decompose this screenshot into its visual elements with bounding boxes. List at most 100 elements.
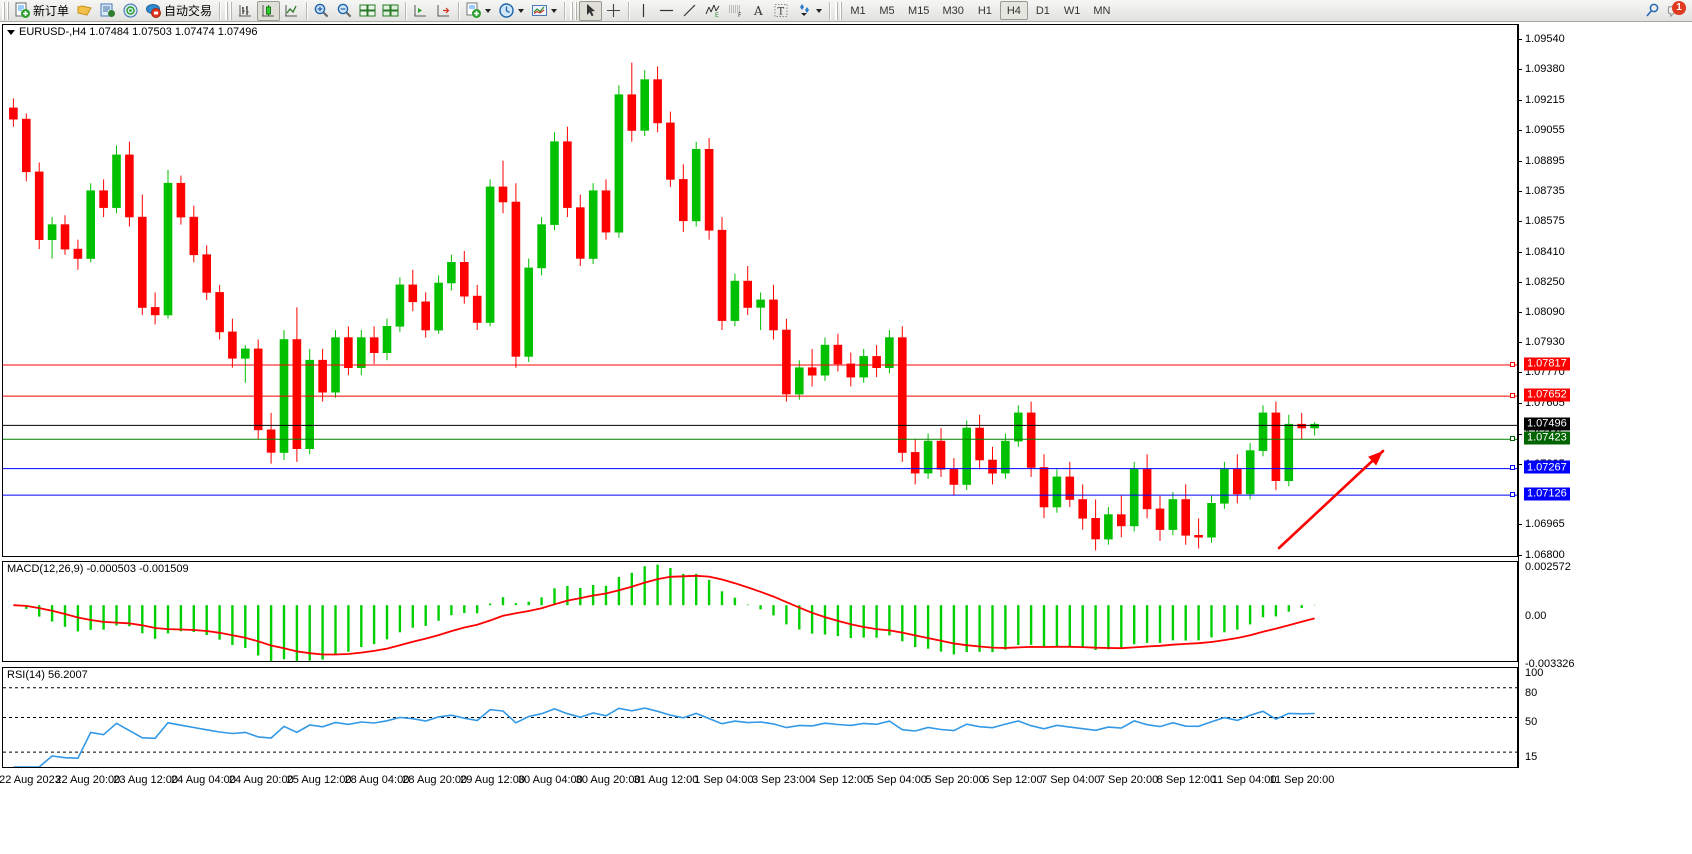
auto-scroll-button[interactable] (432, 1, 455, 21)
toolbar-separator (219, 1, 221, 20)
price-tick (1518, 342, 1522, 344)
macd-tick-label: 0.002572 (1525, 561, 1571, 573)
bar-chart-button[interactable] (234, 1, 257, 21)
vertical-line-button[interactable] (632, 1, 655, 21)
rsi-pane[interactable]: RSI(14) 56.2007 (2, 667, 1518, 768)
notification-badge: 1 (1672, 0, 1686, 15)
tile-windows-icon (359, 4, 376, 17)
timeframe-button-m5[interactable]: M5 (879, 4, 895, 17)
add-indicator-icon (466, 2, 482, 18)
text-label-button[interactable]: T (770, 1, 793, 21)
autotrading-icon (146, 4, 162, 18)
price-tick (1518, 523, 1522, 525)
toolbar-grip-2[interactable] (225, 1, 233, 20)
timeframe-button-h4[interactable]: H4 (999, 1, 1028, 20)
line-chart-button[interactable] (280, 1, 303, 21)
time-tick-label: 30 Aug 04:00 (517, 774, 583, 786)
time-tick-label: 6 Sep 12:00 (983, 774, 1043, 786)
notification-button[interactable]: 1 (1664, 0, 1686, 21)
elliott-wave-button[interactable]: E (701, 1, 724, 21)
chart-workspace[interactable]: EURUSD-,H4 1.07484 1.07503 1.07474 1.074… (0, 22, 1692, 854)
price-level-label-resistance[interactable]: 1.07817 (1524, 357, 1570, 370)
crosshair-button[interactable] (602, 1, 625, 21)
cursor-button[interactable] (579, 0, 603, 21)
tile-windows-button-2[interactable] (379, 1, 402, 21)
autotrading-button[interactable]: 自动交易 (142, 1, 216, 21)
folder-icon (77, 5, 92, 16)
add-indicator-button[interactable] (462, 1, 495, 21)
fibonacci-icon: F (729, 5, 742, 19)
price-tick (1518, 463, 1522, 465)
timeframe-button-h1[interactable]: H1 (977, 4, 992, 17)
candlestick-chart (3, 62, 1517, 551)
chevron-down-icon-3[interactable] (551, 8, 558, 13)
auto-scroll-icon (437, 5, 450, 17)
collapse-caret-icon[interactable] (7, 29, 15, 35)
period-button[interactable] (495, 1, 528, 21)
time-tick-label: 1 Sep 04:00 (694, 774, 754, 786)
objects-button[interactable] (793, 1, 826, 21)
toolbar-separator-5 (564, 1, 566, 20)
time-tick-label: 5 Sep 04:00 (867, 774, 927, 786)
toolbar-separator-2 (306, 1, 308, 20)
time-axis: 22 Aug 2023 22 Aug 20:00 23 Aug 12:00 24 Au… (0, 770, 1518, 790)
toolbar-grip[interactable] (2, 1, 9, 20)
symbol-header: EURUSD-,H4 1.07484 1.07503 1.07474 1.074… (7, 26, 258, 38)
search-button[interactable] (1641, 1, 1664, 21)
price-level-label-resistance[interactable]: 1.07652 (1524, 388, 1570, 402)
price-level-label-support[interactable]: 1.07423 (1524, 431, 1570, 445)
chevron-down-icon-4[interactable] (816, 8, 823, 13)
chevron-down-icon-2[interactable] (518, 8, 525, 13)
price-axis-line (1518, 24, 1519, 768)
trendline-button[interactable] (678, 1, 701, 21)
cursor-arrow-icon (587, 4, 596, 17)
zoom-out-button[interactable] (333, 1, 356, 21)
new-order-button[interactable]: 新订单 (11, 1, 73, 21)
zoom-in-button[interactable] (310, 1, 333, 21)
price-level-label-current-price[interactable]: 1.07496 (1524, 417, 1570, 431)
charts-button[interactable] (73, 1, 96, 21)
toolbar-grip-4[interactable] (835, 1, 843, 20)
tile-windows-button[interactable] (356, 1, 379, 21)
price-level-label-target[interactable]: 1.07267 (1524, 460, 1570, 474)
timeframe-button-m15[interactable]: M15 (908, 4, 930, 17)
toolbar-separator-4 (458, 1, 460, 20)
level-handle[interactable] (1510, 361, 1515, 367)
price-tick-label: 1.08250 (1525, 275, 1565, 288)
level-handle[interactable] (1510, 491, 1515, 497)
text-icon: A (753, 4, 763, 18)
price-level-label-target[interactable]: 1.07126 (1524, 487, 1570, 501)
macd-pane[interactable]: MACD(12,26,9) -0.000503 -0.001509 (2, 561, 1518, 662)
time-tick-label: 23 Aug 12:00 (113, 774, 179, 786)
chevron-down-icon[interactable] (485, 8, 492, 13)
toolbar-grip-3[interactable] (570, 1, 578, 20)
navigator-button[interactable] (119, 1, 142, 21)
fibonacci-button[interactable]: F (724, 1, 747, 21)
price-scale[interactable]: 1.09540 1.09380 1.09215 1.09055 1.08895 1.087… (1510, 24, 1690, 768)
timeframe-button-mn[interactable]: MN (1093, 4, 1111, 17)
chart-shift-button[interactable] (409, 1, 432, 21)
svg-text:T: T (778, 7, 785, 18)
macd-chart (13, 564, 1316, 661)
timeframe-button-w1[interactable]: W1 (1063, 4, 1081, 17)
time-tick-label: 22 Aug 20:00 (55, 774, 121, 786)
rsi-tick-label: 100 (1525, 667, 1544, 679)
level-handle[interactable] (1510, 435, 1515, 441)
time-tick-label: 5 Sep 20:00 (925, 774, 985, 786)
autotrading-label: 自动交易 (164, 4, 213, 18)
timeframe-button-m30[interactable]: M30 (942, 4, 964, 17)
level-handle[interactable] (1510, 392, 1515, 398)
timeframe-button-m1[interactable]: M1 (850, 4, 866, 17)
tile-windows-icon-2 (382, 4, 399, 17)
rsi-tick-label: 15 (1525, 751, 1538, 763)
templates-button[interactable] (528, 1, 561, 21)
text-button[interactable]: A (747, 1, 770, 21)
price-pane[interactable]: EURUSD-,H4 1.07484 1.07503 1.07474 1.074… (2, 24, 1518, 557)
timeframe-button-d1[interactable]: D1 (1035, 4, 1050, 17)
market-watch-button[interactable] (96, 1, 119, 21)
candlestick-chart-button[interactable] (257, 0, 281, 21)
time-tick-label: 4 Sep 12:00 (809, 774, 870, 786)
rsi-tick-label: 50 (1525, 716, 1538, 728)
level-handle[interactable] (1510, 465, 1515, 471)
horizontal-line-button[interactable] (655, 1, 678, 21)
